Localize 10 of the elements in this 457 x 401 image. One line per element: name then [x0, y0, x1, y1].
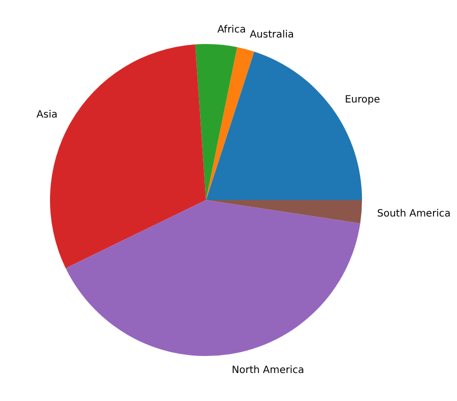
pie-slice	[66, 200, 360, 356]
slice-label: Europe	[344, 94, 380, 106]
slice-label: Australia	[250, 30, 294, 41]
pie-slice	[206, 200, 362, 224]
pie-slice	[195, 44, 238, 200]
slice-label: Africa	[217, 24, 246, 36]
slice-label: Asia	[36, 110, 58, 121]
slice-label: North America	[232, 365, 304, 376]
slice-label: South America	[377, 208, 451, 220]
pie-slice	[206, 47, 254, 200]
